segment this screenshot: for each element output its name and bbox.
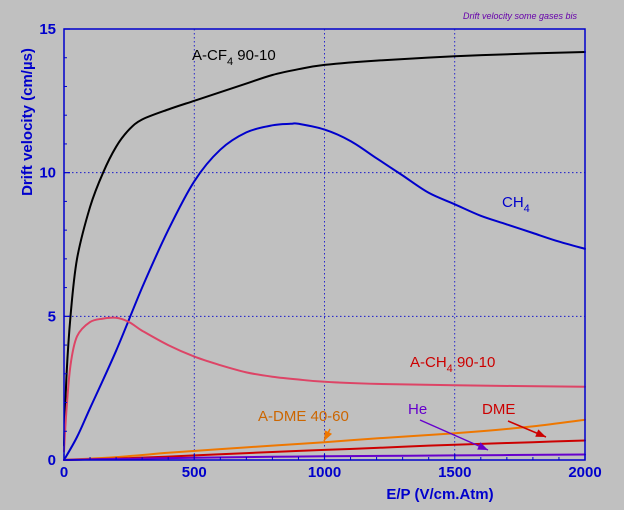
series-line-ch4 xyxy=(63,122,586,461)
dme-label-arrow-head xyxy=(535,429,546,437)
series-lines xyxy=(63,51,586,461)
series-line-a-dme xyxy=(63,418,586,461)
x-tick-label: 2000 xyxy=(568,464,601,481)
series-line-a-cf4 xyxy=(63,51,586,447)
y-tick-label: 5 xyxy=(48,308,56,325)
a-dme-label-arrow-head xyxy=(324,430,333,441)
x-tick-label: 1000 xyxy=(308,464,341,481)
series-line-dme xyxy=(63,439,586,461)
y-axis-label: Drift velocity (cm/µs) xyxy=(19,48,36,196)
series-label-a-ch4: A-CH4 90-10 xyxy=(410,354,495,375)
series-label-he: He xyxy=(408,401,427,418)
chart-title: Drift velocity some gases bis xyxy=(463,11,578,21)
x-tick-label: 1500 xyxy=(438,464,471,481)
he-label-arrow xyxy=(419,419,489,451)
grid xyxy=(64,29,585,460)
y-tick-label: 10 xyxy=(39,165,56,182)
series-labels: A-CF4 90-10 CH4 A-CH4 90-10 A-DME 40-60 DME H… xyxy=(192,47,530,425)
he-label-arrow-head xyxy=(477,442,488,450)
series-label-a-cf4: A-CF4 90-10 xyxy=(192,47,276,68)
series-label-dme: DME xyxy=(482,401,515,418)
y-tick-label: 0 xyxy=(48,452,56,469)
tick-labels: 0 500 1000 1500 2000 0 5 10 15 xyxy=(39,21,601,481)
x-tick-label: 0 xyxy=(60,464,68,481)
label-arrows xyxy=(323,419,547,451)
y-tick-label: 15 xyxy=(39,21,56,38)
x-tick-label: 500 xyxy=(182,464,207,481)
series-line-a-ch4 xyxy=(63,316,586,453)
series-label-ch4: CH4 xyxy=(502,194,530,215)
x-axis-label: E/P (V/cm.Atm) xyxy=(386,486,493,503)
series-label-a-dme: A-DME 40-60 xyxy=(258,408,349,425)
